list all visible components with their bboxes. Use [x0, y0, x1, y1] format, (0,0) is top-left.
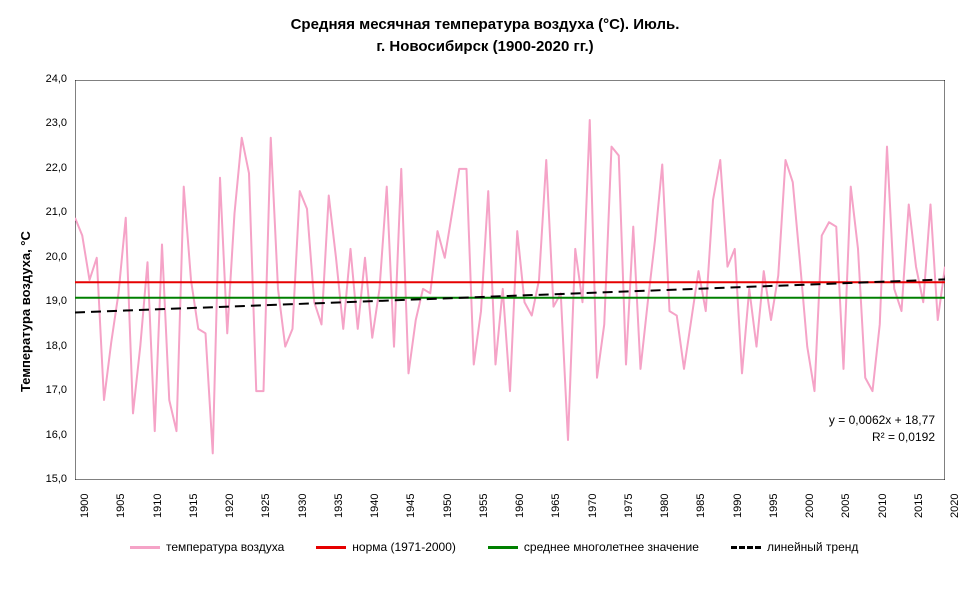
x-tick-label: 1975 — [623, 494, 635, 518]
y-tick-label: 17,0 — [35, 384, 67, 396]
chart-legend: температура воздуха норма (1971-2000) сред… — [130, 540, 858, 554]
chart-title-line1: Средняя месячная температура воздуха (°С… — [0, 16, 970, 33]
x-tick-label: 1995 — [768, 494, 780, 518]
x-tick-label: 1940 — [369, 494, 381, 518]
x-tick-label: 1990 — [732, 494, 744, 518]
y-tick-label: 19,0 — [35, 295, 67, 307]
x-tick-label: 1925 — [260, 494, 272, 518]
legend-swatch — [488, 546, 518, 549]
legend-item: среднее многолетнее значение — [488, 540, 699, 554]
chart-plot — [75, 80, 945, 480]
y-tick-label: 22,0 — [35, 162, 67, 174]
x-tick-label: 1920 — [224, 494, 236, 518]
legend-item: норма (1971-2000) — [316, 540, 456, 554]
x-tick-label: 2005 — [840, 494, 852, 518]
legend-label: среднее многолетнее значение — [524, 540, 699, 554]
x-tick-label: 2010 — [877, 494, 889, 518]
y-tick-label: 23,0 — [35, 117, 67, 129]
y-axis-label: Температура воздуха, °С — [18, 231, 33, 392]
legend-label: линейный тренд — [767, 540, 858, 554]
x-tick-label: 1980 — [659, 494, 671, 518]
trend-equation-line2: R² = 0,0192 — [829, 429, 935, 446]
x-tick-label: 2000 — [804, 494, 816, 518]
y-tick-label: 20,0 — [35, 251, 67, 263]
x-tick-label: 1905 — [115, 494, 127, 518]
legend-swatch — [316, 546, 346, 549]
legend-label: норма (1971-2000) — [352, 540, 456, 554]
trend-equation-line1: y = 0,0062x + 18,77 — [829, 412, 935, 429]
x-tick-label: 1960 — [514, 494, 526, 518]
chart-title-line2: г. Новосибирск (1900-2020 гг.) — [0, 38, 970, 55]
y-tick-label: 15,0 — [35, 473, 67, 485]
y-tick-label: 16,0 — [35, 429, 67, 441]
x-tick-label: 1935 — [333, 494, 345, 518]
trend-equation: y = 0,0062x + 18,77 R² = 0,0192 — [829, 412, 935, 446]
x-tick-label: 1915 — [188, 494, 200, 518]
x-tick-label: 2015 — [913, 494, 925, 518]
x-tick-label: 2020 — [949, 494, 961, 518]
x-tick-label: 1965 — [550, 494, 562, 518]
legend-swatch — [731, 546, 761, 549]
x-tick-label: 1910 — [152, 494, 164, 518]
legend-swatch — [130, 546, 160, 549]
x-tick-label: 1950 — [442, 494, 454, 518]
legend-label: температура воздуха — [166, 540, 284, 554]
x-tick-label: 1945 — [405, 494, 417, 518]
y-tick-label: 18,0 — [35, 340, 67, 352]
legend-item: температура воздуха — [130, 540, 284, 554]
x-tick-label: 1970 — [587, 494, 599, 518]
x-tick-label: 1955 — [478, 494, 490, 518]
y-tick-label: 21,0 — [35, 206, 67, 218]
x-tick-label: 1900 — [79, 494, 91, 518]
x-tick-label: 1930 — [297, 494, 309, 518]
y-tick-label: 24,0 — [35, 73, 67, 85]
legend-item: линейный тренд — [731, 540, 858, 554]
x-tick-label: 1985 — [695, 494, 707, 518]
chart-container: Средняя месячная температура воздуха (°С… — [0, 0, 970, 600]
